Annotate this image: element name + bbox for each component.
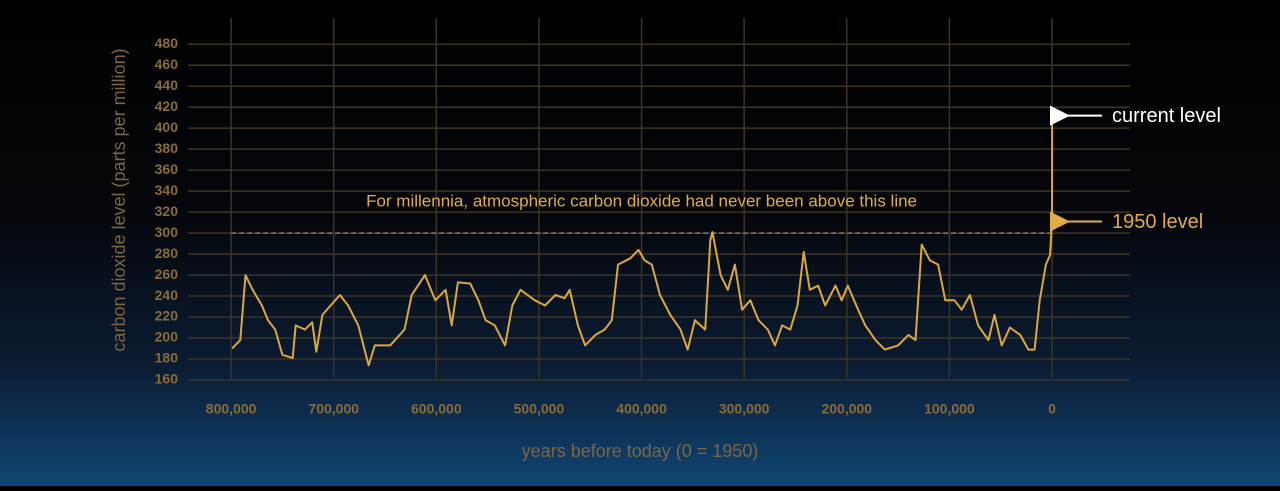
y-tick-label: 260: [155, 266, 179, 282]
y-tick-label: 280: [155, 245, 179, 261]
x-axis-label: years before today (0 = 1950): [522, 441, 759, 461]
y-tick-label: 480: [155, 35, 179, 51]
x-tick-label: 600,000: [411, 401, 462, 417]
y-tick-label: 360: [155, 161, 179, 177]
x-tick-label: 400,000: [616, 401, 667, 417]
y-axis-label: carbon dioxide level (parts per million): [109, 48, 129, 351]
y-tick-label: 420: [155, 98, 179, 114]
y-tick-label: 440: [155, 77, 179, 93]
y-tick-label: 380: [155, 140, 179, 156]
y-tick-label: 340: [155, 182, 179, 198]
y-tick-label: 460: [155, 56, 179, 72]
x-tick-label: 100,000: [924, 401, 975, 417]
y-tick-label: 160: [155, 371, 179, 387]
x-tick-label: 700,000: [308, 401, 359, 417]
x-tick-label: 300,000: [719, 401, 770, 417]
y-tick-label: 320: [155, 203, 179, 219]
y-tick-label: 400: [155, 119, 179, 135]
x-tick-label: 500,000: [514, 401, 565, 417]
x-tick-label: 0: [1048, 401, 1056, 417]
x-tick-label: 200,000: [821, 401, 872, 417]
y-tick-label: 200: [155, 329, 179, 345]
y-tick-label: 300: [155, 224, 179, 240]
annotation-label: current level: [1112, 105, 1221, 127]
reference-label: For millennia, atmospheric carbon dioxid…: [366, 192, 917, 211]
x-tick-label: 800,000: [206, 401, 257, 417]
data-line: [231, 115, 1054, 367]
annotation-label: 1950 level: [1112, 211, 1203, 233]
y-tick-label: 220: [155, 308, 179, 324]
y-tick-label: 180: [155, 350, 179, 366]
y-tick-label: 240: [155, 287, 179, 303]
